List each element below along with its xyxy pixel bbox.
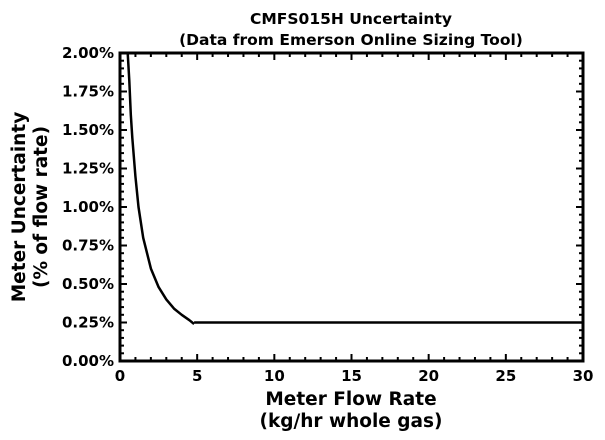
y-tick-label: 0.75% bbox=[62, 237, 114, 255]
y-tick-label: 0.50% bbox=[62, 275, 114, 293]
plot-area bbox=[126, 53, 583, 325]
axes: 0 5 10 15 20 25 30 0.00% 0.25% 0.50% 0.75% 1.00% 1.2… bbox=[62, 44, 593, 385]
x-tick-label: 10 bbox=[264, 367, 285, 385]
x-tick-label: 25 bbox=[495, 367, 516, 385]
chart-title-line1: CMFS015H Uncertainty bbox=[250, 10, 452, 28]
y-axis-label-line1: Meter Uncertainty bbox=[9, 112, 30, 302]
y-tick-label: 2.00% bbox=[62, 44, 114, 62]
x-axis-label-line1: Meter Flow Rate bbox=[265, 389, 436, 410]
x-tick-label: 20 bbox=[418, 367, 439, 385]
series-line-segment bbox=[126, 53, 195, 325]
chart-title-line2: (Data from Emerson Online Sizing Tool) bbox=[179, 31, 523, 49]
y-tick-label: 1.50% bbox=[62, 121, 114, 139]
x-tick-label: 5 bbox=[192, 367, 202, 385]
x-tick-label: 15 bbox=[341, 367, 362, 385]
y-tick-label: 0.00% bbox=[62, 352, 114, 370]
y-tick-label: 1.00% bbox=[62, 198, 114, 216]
y-tick-label: 0.25% bbox=[62, 314, 114, 332]
x-tick-label: 0 bbox=[115, 367, 125, 385]
y-axis-label-line2: (% of flow rate) bbox=[31, 126, 52, 288]
plot-frame bbox=[118, 51, 585, 363]
y-tick-label: 1.25% bbox=[62, 160, 114, 178]
x-axis-label-line2: (kg/hr whole gas) bbox=[260, 411, 443, 432]
y-tick-label: 1.75% bbox=[62, 83, 114, 101]
x-tick-label: 30 bbox=[573, 367, 594, 385]
